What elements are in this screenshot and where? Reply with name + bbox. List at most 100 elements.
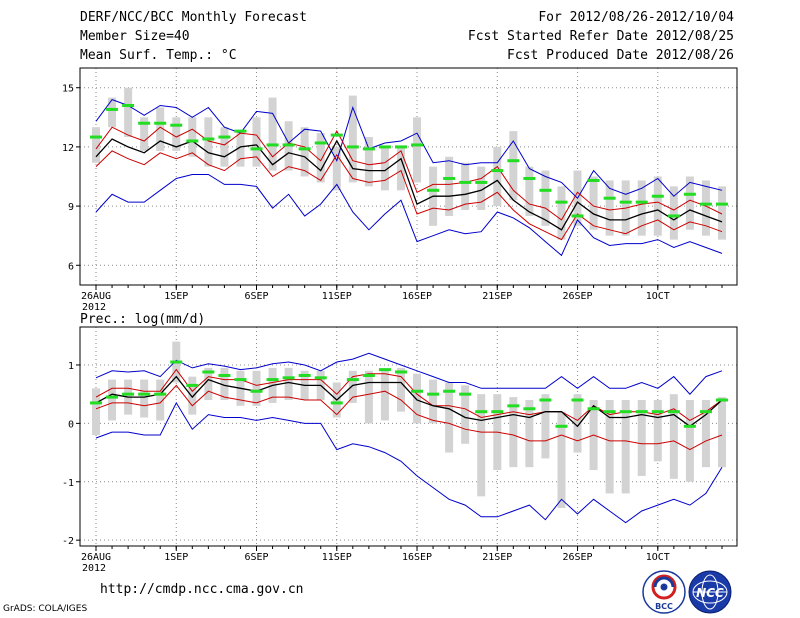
ensemble-mean-line xyxy=(95,138,723,231)
fcst-started-date: Fcst Started Refer Date 2012/08/25 xyxy=(467,29,734,44)
spread-box xyxy=(477,394,486,497)
spread-box xyxy=(92,388,100,436)
y-tick-label: 15 xyxy=(62,84,74,95)
bcc-logo-text: BCC xyxy=(655,602,673,611)
spread-box xyxy=(525,166,534,216)
spread-box xyxy=(268,97,277,171)
median-marker xyxy=(202,370,215,374)
median-marker xyxy=(250,147,263,151)
median-marker xyxy=(266,143,279,147)
median-marker xyxy=(282,376,295,380)
median-marker xyxy=(394,370,407,374)
median-marker xyxy=(394,145,407,149)
spread-box xyxy=(541,394,550,459)
precipitation-panel: -2 -1 0 1 26AUG 1SEP 6SEP 11SEP 16SEP 21SEP 26SEP 1… xyxy=(62,326,738,574)
spread-box xyxy=(669,186,678,240)
spread-box xyxy=(332,146,341,191)
ensemble-mean-line xyxy=(95,375,723,428)
spread-box xyxy=(653,176,662,236)
spread-box xyxy=(140,379,149,418)
bcc-logo: BCC xyxy=(642,570,686,614)
spread-box xyxy=(605,180,614,236)
median-marker xyxy=(411,389,424,393)
spread-box xyxy=(445,382,454,453)
y-tick-label: 0 xyxy=(68,419,74,430)
spread-box xyxy=(445,156,454,216)
lower-sd-line xyxy=(95,150,723,241)
median-marker xyxy=(154,392,167,396)
upper-sd-line xyxy=(95,126,723,221)
median-marker xyxy=(667,410,680,414)
x-tick-label: 11SEP xyxy=(322,291,352,302)
median-marker xyxy=(555,424,568,428)
median-marker xyxy=(122,392,135,396)
spread-box xyxy=(509,397,518,468)
spread-box xyxy=(252,117,261,167)
median-marker xyxy=(507,159,520,163)
median-marker xyxy=(459,180,472,184)
median-marker xyxy=(346,378,359,382)
median-marker xyxy=(716,398,728,402)
spread-box xyxy=(573,394,582,453)
median-marker xyxy=(683,192,696,196)
median-marker xyxy=(523,176,536,180)
spread-box xyxy=(509,131,518,201)
median-marker xyxy=(635,410,648,414)
median-marker xyxy=(587,178,600,182)
spread-box xyxy=(364,370,373,424)
median-marker xyxy=(330,133,343,137)
x-tick-label: 1SEP xyxy=(164,291,188,302)
median-marker xyxy=(651,410,664,414)
x-tick-label: 16SEP xyxy=(402,291,432,302)
median-marker xyxy=(491,169,504,173)
spread-box xyxy=(685,176,694,230)
forecast-title: DERF/NCC/BCC Monthly Forecast xyxy=(80,10,307,25)
median-marker xyxy=(411,143,424,147)
median-marker xyxy=(539,398,552,402)
spread-box xyxy=(140,117,149,151)
median-marker xyxy=(298,147,311,151)
median-marker xyxy=(170,360,183,364)
ncc-logo-text: NCC xyxy=(696,586,724,600)
spread-box xyxy=(429,379,438,424)
spread-box xyxy=(637,180,646,236)
median-marker xyxy=(90,401,102,405)
median-marker xyxy=(266,378,279,382)
fcst-produced-date: Fcst Produced Date 2012/08/26 xyxy=(507,48,734,63)
member-size-label: Member Size=40 xyxy=(80,29,190,44)
median-marker xyxy=(362,147,375,151)
median-marker xyxy=(555,200,568,204)
spread-box xyxy=(541,170,550,226)
spread-box xyxy=(701,400,710,468)
x-tick-label: 1SEP xyxy=(164,552,188,563)
spread-box xyxy=(621,400,630,494)
website-url[interactable]: http://cmdp.ncc.cma.gov.cn xyxy=(100,582,304,597)
median-marker xyxy=(378,145,391,149)
median-marker xyxy=(90,135,102,139)
spread-box xyxy=(316,133,325,183)
x-tick-label: 26AUG xyxy=(81,552,111,563)
min-envelope-line xyxy=(95,174,723,257)
median-marker xyxy=(699,202,712,206)
median-marker xyxy=(619,410,632,414)
spread-box xyxy=(493,146,502,207)
median-marker xyxy=(587,407,600,411)
median-marker xyxy=(362,373,375,377)
x-year-label: 2012 xyxy=(82,302,106,313)
median-marker xyxy=(475,180,488,184)
spread-box xyxy=(380,146,389,191)
median-marker xyxy=(234,378,247,382)
spread-box xyxy=(204,367,213,400)
median-marker xyxy=(298,373,311,377)
y-tick-label: 1 xyxy=(68,361,74,372)
median-marker xyxy=(138,121,151,125)
grads-credit: GrADS: COLA/IGES xyxy=(3,604,88,614)
median-marker xyxy=(427,392,440,396)
median-marker xyxy=(619,200,632,204)
x-tick-label: 1OCT xyxy=(646,552,670,563)
spread-box xyxy=(557,411,566,509)
lower-sd-line xyxy=(95,384,723,451)
spread-box xyxy=(718,397,726,468)
median-marker xyxy=(443,389,456,393)
